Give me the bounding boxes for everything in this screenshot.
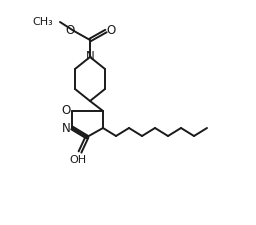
Text: CH₃: CH₃	[32, 17, 53, 27]
Text: O: O	[61, 104, 71, 117]
Text: N: N	[86, 50, 94, 63]
Text: N: N	[62, 122, 70, 135]
Text: O: O	[106, 25, 116, 38]
Text: OH: OH	[69, 155, 87, 165]
Text: O: O	[65, 25, 75, 38]
